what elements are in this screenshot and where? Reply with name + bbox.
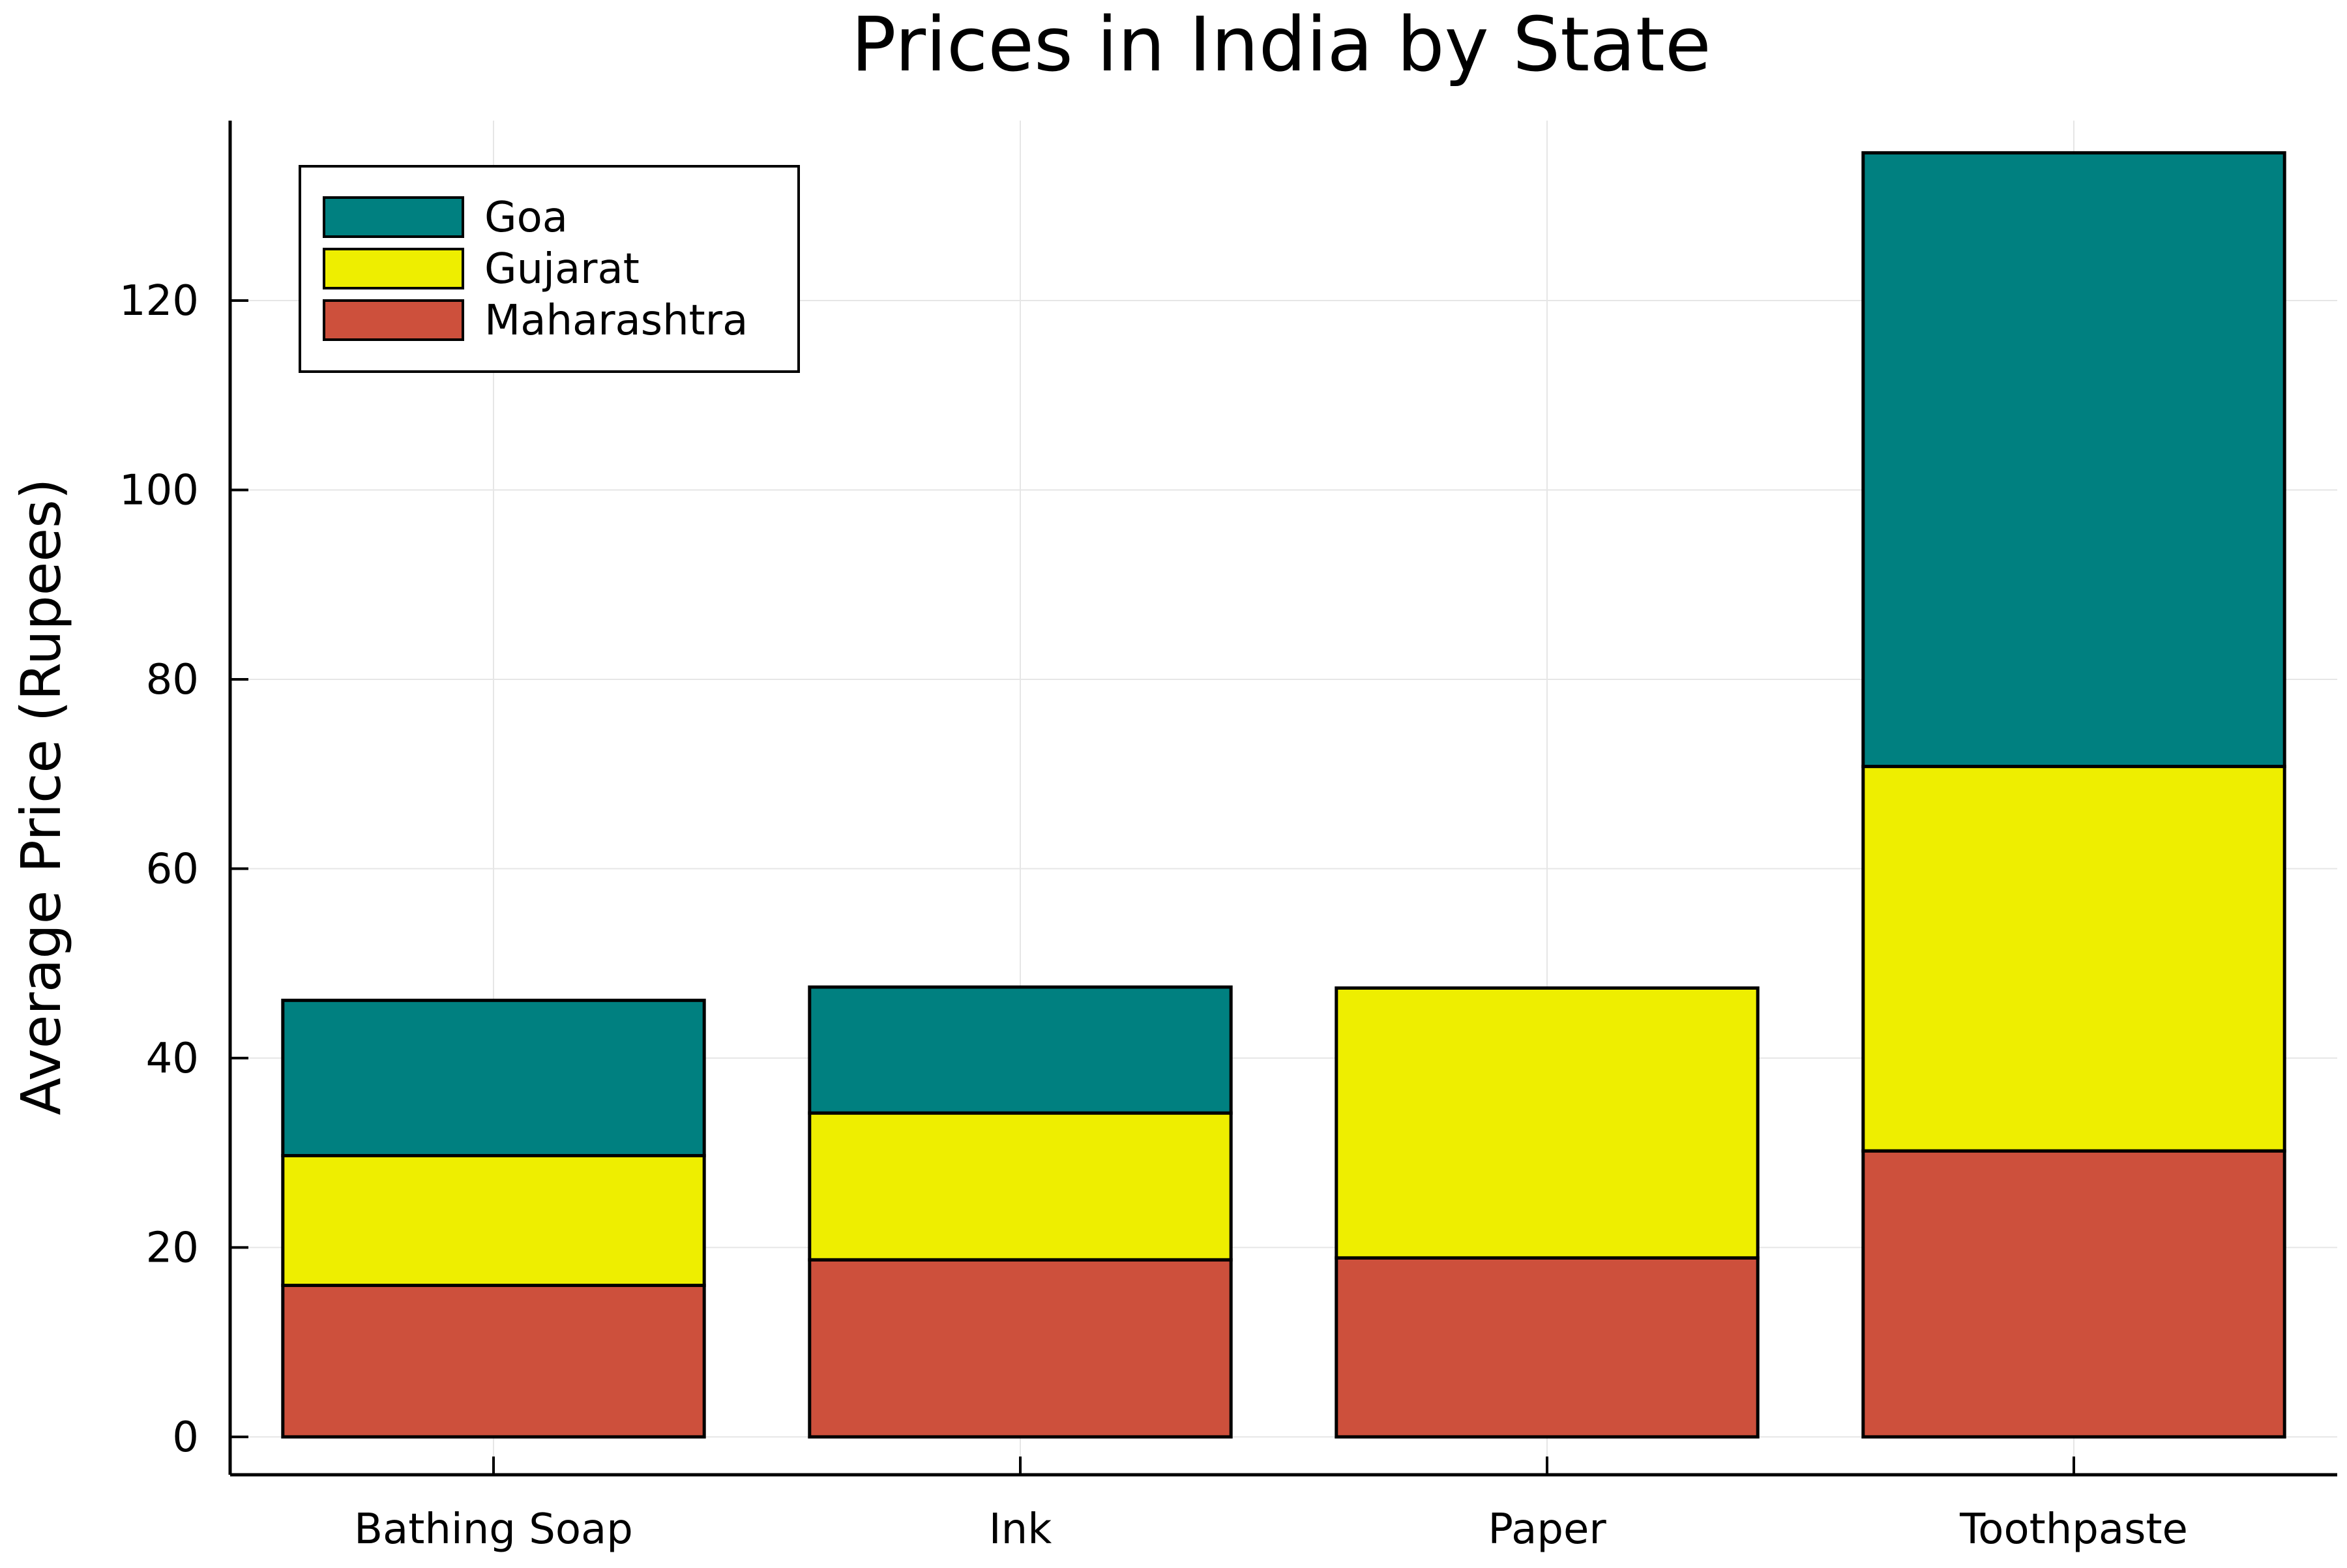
legend-label-gujarat: Gujarat [484, 245, 640, 293]
bar-goa-ink [808, 985, 1233, 1115]
bar-maharashtra-ink [808, 1258, 1233, 1439]
bar-gujarat-toothpaste [1861, 765, 2286, 1153]
y-tick-label: 20 [146, 1224, 199, 1272]
y-tick-label: 40 [146, 1035, 199, 1083]
y-tick-label: 0 [172, 1413, 199, 1462]
y-tick-label: 100 [119, 466, 199, 514]
bar-gujarat-bathing-soap [281, 1154, 706, 1288]
legend-label-goa: Goa [484, 194, 568, 242]
legend-swatch-maharashtra [323, 299, 464, 341]
x-tick-label: Ink [989, 1505, 1052, 1554]
bar-gujarat-ink [808, 1111, 1233, 1262]
bar-maharashtra-toothpaste [1861, 1149, 2286, 1439]
bar-goa-toothpaste [1861, 151, 2286, 769]
legend-swatch-goa [323, 196, 464, 238]
x-tick-label: Toothpaste [1959, 1505, 2188, 1554]
axes: 0 20 40 60 80 100 120 Bathing Soap Ink Paper Tooth… [119, 121, 2337, 1554]
bar-gujarat-paper [1335, 986, 1760, 1260]
y-tick-label: 80 [146, 656, 199, 704]
y-tick-label: 60 [146, 845, 199, 893]
legend-swatch-gujarat [323, 248, 464, 289]
y-axis-label: Average Price (Rupees) [9, 478, 73, 1115]
bar-maharashtra-bathing-soap [281, 1284, 706, 1439]
bar-goa-bathing-soap [281, 998, 706, 1158]
legend-label-maharashtra: Maharashtra [484, 297, 748, 345]
x-tick-label: Bathing Soap [354, 1505, 633, 1554]
bars [281, 151, 2286, 1439]
y-tick-label: 120 [119, 277, 199, 325]
bar-maharashtra-paper [1335, 1256, 1760, 1439]
chart-title: Prices in India by State [851, 1, 1711, 89]
x-tick-label: Paper [1488, 1505, 1606, 1554]
